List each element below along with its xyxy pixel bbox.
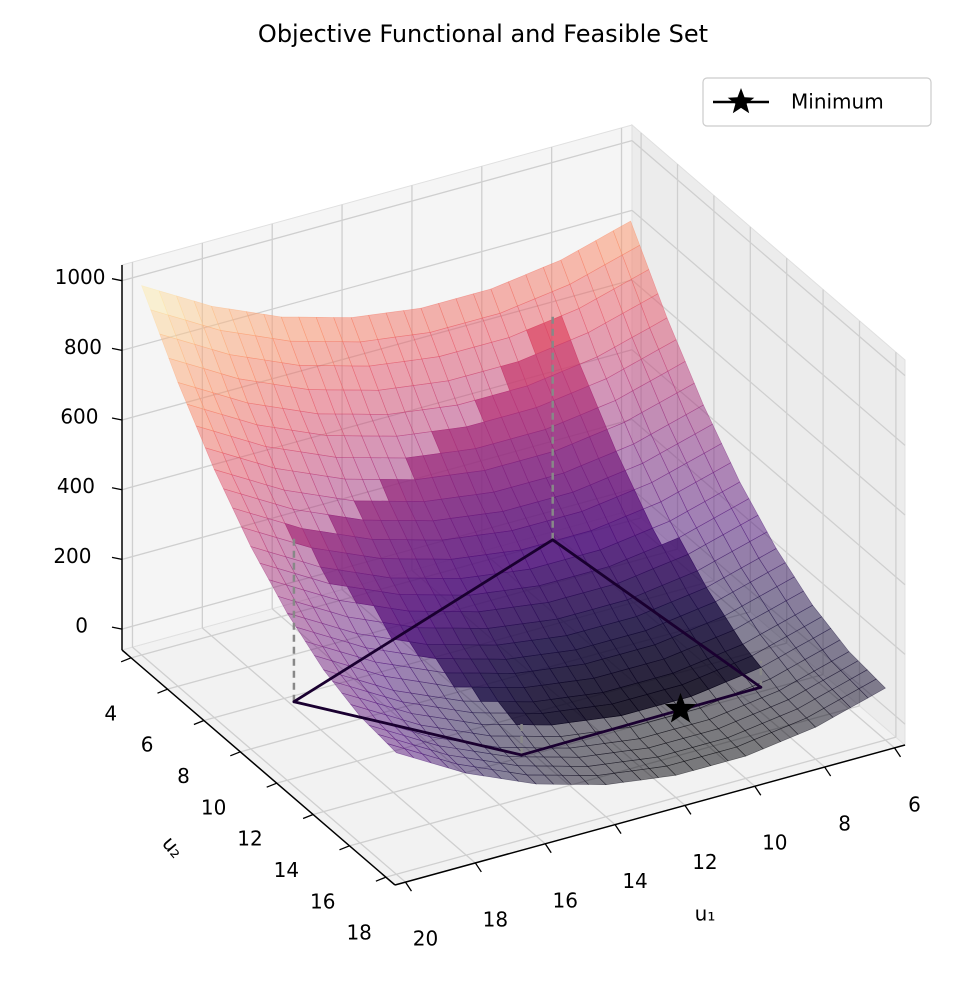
y-tick-label: 12 xyxy=(237,827,262,851)
x-tick-label: 18 xyxy=(483,907,508,931)
y-axis-label: u₂ xyxy=(157,831,189,862)
axis-line xyxy=(394,744,906,886)
z-tick xyxy=(111,347,123,351)
legend-label: Minimum xyxy=(791,90,884,114)
legend-marker xyxy=(727,88,755,114)
grid-line xyxy=(385,736,897,878)
x-tick-label: 16 xyxy=(552,888,577,912)
chart-title: Objective Functional and Feasible Set xyxy=(258,20,708,48)
y-tick xyxy=(266,782,277,788)
grid-line xyxy=(631,209,906,446)
z-tick-label: 200 xyxy=(53,544,91,568)
y-tick-label: 18 xyxy=(346,921,371,945)
z-tick-label: 600 xyxy=(60,405,98,429)
z-tick-label: 0 xyxy=(75,614,88,638)
y-tick-label: 8 xyxy=(177,764,190,788)
z-tick xyxy=(111,278,123,282)
minimum-marker xyxy=(664,692,697,723)
legend: Minimum xyxy=(702,77,932,127)
grid-line xyxy=(631,279,906,516)
grid-line xyxy=(631,140,906,377)
y-tick-label: 14 xyxy=(274,858,299,882)
x-tick xyxy=(474,862,482,873)
x-tick xyxy=(684,805,692,815)
y-tick-label: 10 xyxy=(201,795,226,819)
feasible-edge xyxy=(292,700,524,757)
z-tick xyxy=(111,417,123,421)
y-tick xyxy=(193,719,205,726)
x-tick-label: 12 xyxy=(692,850,717,874)
y-tick xyxy=(157,688,168,694)
y-tick xyxy=(230,751,241,757)
grid-line xyxy=(121,140,633,282)
z-tick-label: 1000 xyxy=(55,265,106,289)
y-tick-label: 4 xyxy=(104,701,117,725)
x-tick xyxy=(893,747,902,758)
legend-box xyxy=(702,77,932,127)
feasible-edge xyxy=(551,538,763,689)
z-tick xyxy=(111,626,123,630)
x-axis-label: u₁ xyxy=(695,902,716,926)
x-tick xyxy=(824,766,832,777)
z-tick xyxy=(111,487,123,491)
x-tick-label: 14 xyxy=(622,869,647,893)
x-tick-label: 20 xyxy=(413,927,438,951)
x-tick-label: 6 xyxy=(908,792,921,816)
z-tick-label: 800 xyxy=(64,335,102,359)
z-tick xyxy=(111,556,123,561)
surface-patch xyxy=(387,743,415,759)
y-tick-label: 6 xyxy=(141,733,154,757)
x-tick-label: 10 xyxy=(762,831,787,855)
y-tick xyxy=(375,876,387,882)
x-tick xyxy=(754,785,762,796)
x-tick xyxy=(544,843,552,854)
x-tick xyxy=(614,824,622,834)
x-tick-label: 8 xyxy=(838,812,851,836)
feasible-edge xyxy=(520,685,763,757)
surface xyxy=(141,220,886,786)
y-tick-label: 16 xyxy=(310,889,335,913)
y-tick xyxy=(302,813,314,820)
y-tick xyxy=(120,657,132,663)
x-tick xyxy=(404,881,413,892)
y-tick xyxy=(339,845,350,851)
z-tick-label: 400 xyxy=(57,474,95,498)
feasible-edge xyxy=(292,538,555,704)
